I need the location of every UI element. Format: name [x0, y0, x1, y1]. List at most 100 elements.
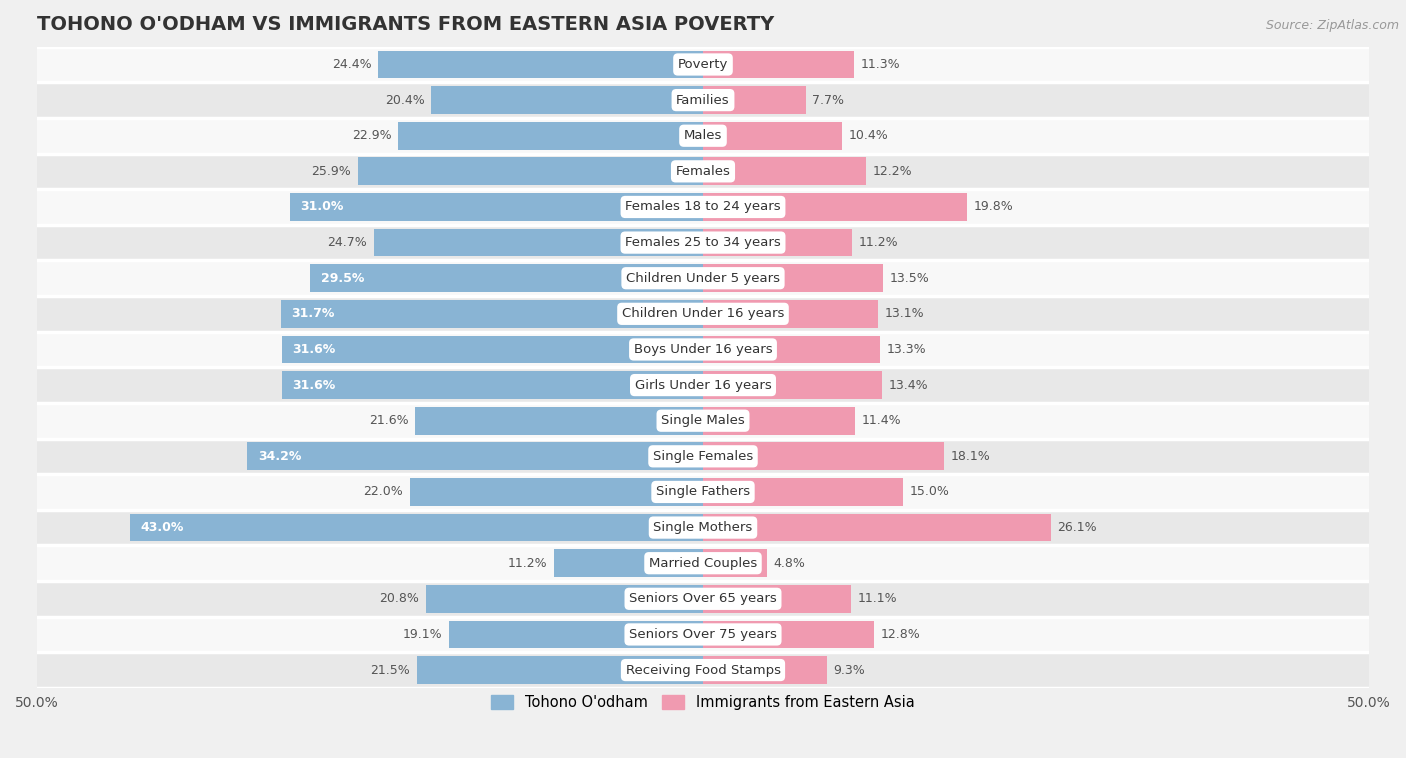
- Bar: [37, 581, 1369, 616]
- Text: Seniors Over 65 years: Seniors Over 65 years: [628, 592, 778, 606]
- Bar: [703, 443, 945, 470]
- Text: 9.3%: 9.3%: [834, 663, 865, 677]
- Text: 21.6%: 21.6%: [368, 414, 409, 428]
- Text: Single Mothers: Single Mothers: [654, 521, 752, 534]
- Bar: [703, 158, 866, 185]
- Bar: [703, 193, 967, 221]
- Bar: [37, 545, 1369, 581]
- Bar: [449, 621, 703, 648]
- Text: 10.4%: 10.4%: [848, 129, 889, 143]
- Text: 31.6%: 31.6%: [292, 343, 336, 356]
- Text: 7.7%: 7.7%: [813, 93, 844, 107]
- Bar: [37, 652, 1369, 688]
- Text: 20.4%: 20.4%: [385, 93, 425, 107]
- Bar: [37, 403, 1369, 439]
- Text: 13.3%: 13.3%: [887, 343, 927, 356]
- Text: 31.6%: 31.6%: [292, 378, 336, 392]
- Text: 24.4%: 24.4%: [332, 58, 371, 71]
- Bar: [309, 265, 703, 292]
- Text: Single Males: Single Males: [661, 414, 745, 428]
- Text: 11.1%: 11.1%: [858, 592, 897, 606]
- Text: 31.7%: 31.7%: [291, 307, 335, 321]
- Bar: [37, 261, 1369, 296]
- Bar: [703, 585, 851, 612]
- Bar: [416, 656, 703, 684]
- Bar: [703, 122, 842, 149]
- Bar: [703, 336, 880, 363]
- Bar: [283, 336, 703, 363]
- Bar: [703, 86, 806, 114]
- Bar: [703, 514, 1050, 541]
- Text: Seniors Over 75 years: Seniors Over 75 years: [628, 628, 778, 641]
- Text: 34.2%: 34.2%: [259, 449, 301, 463]
- Bar: [703, 229, 852, 256]
- Bar: [247, 443, 703, 470]
- Text: 13.4%: 13.4%: [889, 378, 928, 392]
- Text: 18.1%: 18.1%: [950, 449, 991, 463]
- Bar: [398, 122, 703, 149]
- Bar: [703, 550, 766, 577]
- Bar: [426, 585, 703, 612]
- Bar: [37, 118, 1369, 154]
- Text: 11.2%: 11.2%: [508, 556, 547, 570]
- Bar: [359, 158, 703, 185]
- Text: 19.1%: 19.1%: [402, 628, 441, 641]
- Text: Females 18 to 24 years: Females 18 to 24 years: [626, 200, 780, 214]
- Text: Families: Families: [676, 93, 730, 107]
- Text: 26.1%: 26.1%: [1057, 521, 1097, 534]
- Bar: [37, 225, 1369, 261]
- Text: 15.0%: 15.0%: [910, 485, 949, 499]
- Bar: [703, 407, 855, 434]
- Text: 25.9%: 25.9%: [312, 164, 352, 178]
- Bar: [703, 371, 882, 399]
- Bar: [37, 332, 1369, 368]
- Bar: [281, 300, 703, 327]
- Bar: [415, 407, 703, 434]
- Text: 43.0%: 43.0%: [141, 521, 184, 534]
- Text: Source: ZipAtlas.com: Source: ZipAtlas.com: [1265, 19, 1399, 32]
- Bar: [37, 475, 1369, 510]
- Text: TOHONO O'ODHAM VS IMMIGRANTS FROM EASTERN ASIA POVERTY: TOHONO O'ODHAM VS IMMIGRANTS FROM EASTER…: [37, 15, 775, 34]
- Text: Poverty: Poverty: [678, 58, 728, 71]
- Bar: [703, 265, 883, 292]
- Bar: [432, 86, 703, 114]
- Bar: [37, 154, 1369, 190]
- Text: 13.5%: 13.5%: [890, 271, 929, 285]
- Text: Receiving Food Stamps: Receiving Food Stamps: [626, 663, 780, 677]
- Bar: [131, 514, 703, 541]
- Text: 29.5%: 29.5%: [321, 271, 364, 285]
- Bar: [411, 478, 703, 506]
- Bar: [37, 510, 1369, 545]
- Bar: [703, 621, 873, 648]
- Bar: [37, 83, 1369, 118]
- Text: 11.4%: 11.4%: [862, 414, 901, 428]
- Text: Females 25 to 34 years: Females 25 to 34 years: [626, 236, 780, 249]
- Text: 12.2%: 12.2%: [872, 164, 912, 178]
- Text: Children Under 16 years: Children Under 16 years: [621, 307, 785, 321]
- Text: 4.8%: 4.8%: [773, 556, 806, 570]
- Text: Children Under 5 years: Children Under 5 years: [626, 271, 780, 285]
- Text: Single Fathers: Single Fathers: [657, 485, 749, 499]
- Text: 22.0%: 22.0%: [364, 485, 404, 499]
- Text: 13.1%: 13.1%: [884, 307, 924, 321]
- Text: 22.9%: 22.9%: [352, 129, 391, 143]
- Text: Single Females: Single Females: [652, 449, 754, 463]
- Text: Girls Under 16 years: Girls Under 16 years: [634, 378, 772, 392]
- Bar: [37, 47, 1369, 83]
- Text: 19.8%: 19.8%: [973, 200, 1014, 214]
- Bar: [703, 478, 903, 506]
- Text: Females: Females: [675, 164, 731, 178]
- Bar: [37, 439, 1369, 475]
- Bar: [554, 550, 703, 577]
- Text: 12.8%: 12.8%: [880, 628, 920, 641]
- Text: 21.5%: 21.5%: [370, 663, 411, 677]
- Bar: [290, 193, 703, 221]
- Text: Males: Males: [683, 129, 723, 143]
- Bar: [37, 616, 1369, 652]
- Text: Boys Under 16 years: Boys Under 16 years: [634, 343, 772, 356]
- Bar: [374, 229, 703, 256]
- Bar: [703, 656, 827, 684]
- Bar: [37, 190, 1369, 225]
- Legend: Tohono O'odham, Immigrants from Eastern Asia: Tohono O'odham, Immigrants from Eastern …: [485, 689, 921, 716]
- Text: 11.2%: 11.2%: [859, 236, 898, 249]
